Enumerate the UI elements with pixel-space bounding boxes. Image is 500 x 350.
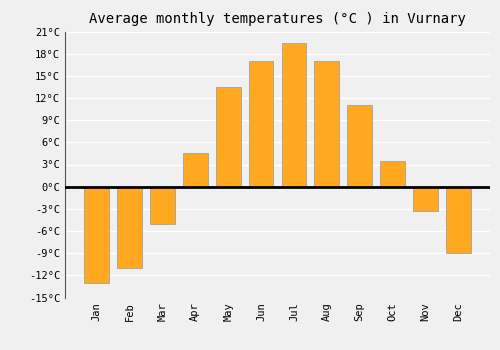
Title: Average monthly temperatures (°C ) in Vurnary: Average monthly temperatures (°C ) in Vu… — [89, 12, 466, 26]
Bar — [413, 187, 438, 211]
Bar — [314, 61, 339, 187]
Bar — [84, 187, 109, 283]
Bar — [183, 153, 208, 187]
Bar — [380, 161, 405, 187]
Bar — [446, 187, 470, 253]
Bar — [282, 43, 306, 187]
Bar — [248, 61, 274, 187]
Bar — [117, 187, 142, 268]
Bar — [216, 87, 240, 187]
Bar — [150, 187, 174, 224]
Bar — [348, 105, 372, 187]
